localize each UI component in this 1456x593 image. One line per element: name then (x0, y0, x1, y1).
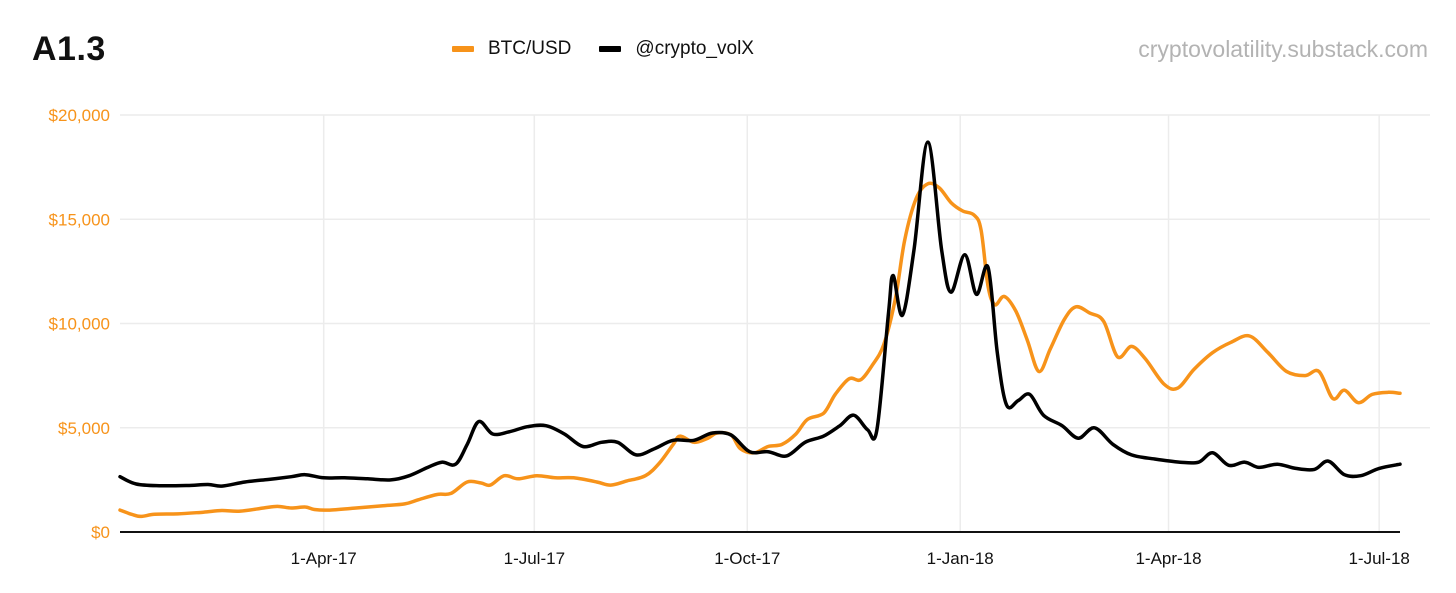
series-lines (118, 140, 1402, 519)
gridlines (120, 114, 1430, 532)
legend-swatch-crypto-volx (599, 46, 622, 52)
y-tick-label: $0 (91, 523, 110, 542)
chart-id-label: A1.3 (32, 30, 106, 68)
legend-item-btc-usd: BTC/USD (452, 38, 571, 60)
legend-label-btc-usd: BTC/USD (488, 38, 572, 59)
series-line-crypto-volx (118, 140, 1402, 488)
y-tick-label: $10,000 (49, 315, 110, 334)
x-tick-label: 1-Jul-17 (504, 549, 565, 568)
x-axis-ticks: 1-Apr-17 1-Jul-17 1-Oct-17 1-Jan-18 1-Apr-18… (291, 549, 1410, 568)
legend-swatch-btc-usd (452, 46, 474, 52)
x-tick-label: 1-Jul-18 (1348, 549, 1409, 568)
x-tick-label: 1-Oct-17 (714, 549, 780, 568)
x-tick-label: 1-Apr-17 (291, 549, 357, 568)
series-line-btc-usd (118, 181, 1402, 519)
x-tick-label: 1-Jan-18 (927, 549, 994, 568)
legend-item-crypto-volx: @crypto_volX (599, 38, 754, 60)
legend-label-crypto-volx: @crypto_volX (635, 38, 754, 59)
source-attribution: cryptovolatility.substack.com (1138, 36, 1428, 62)
y-tick-label: $20,000 (49, 106, 110, 125)
legend: BTC/USD @crypto_volX (452, 38, 782, 60)
y-tick-label: $5,000 (58, 419, 110, 438)
y-axis-ticks: $0 $5,000 $10,000 $15,000 $20,000 (49, 106, 110, 542)
y-tick-label: $15,000 (49, 210, 110, 229)
x-tick-label: 1-Apr-18 (1135, 549, 1201, 568)
